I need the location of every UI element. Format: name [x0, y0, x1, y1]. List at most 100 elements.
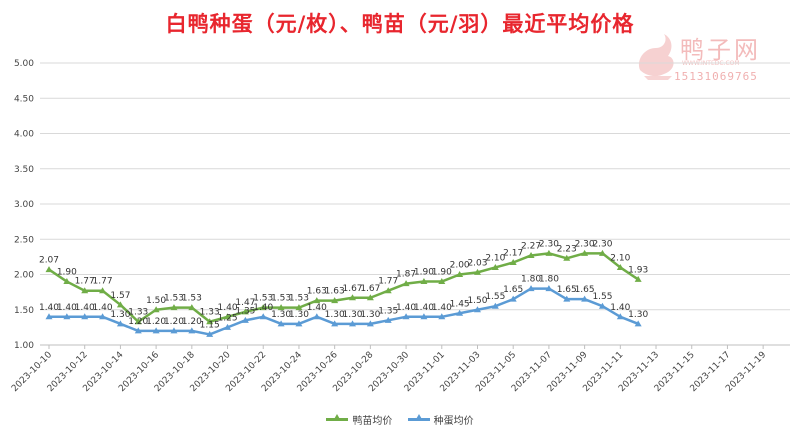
- series-0-marker: [402, 280, 410, 287]
- series-1-data-label: 1.80: [521, 275, 541, 285]
- series-0-marker: [99, 287, 107, 294]
- series-0-marker: [420, 278, 428, 285]
- series-0-data-label: 1.63: [307, 287, 327, 297]
- series-1-data-label: 1.30: [360, 310, 380, 320]
- series-1-data-label: 1.50: [467, 296, 487, 306]
- series-1-data-label: 1.40: [253, 303, 273, 313]
- y-tick-label: 2.50: [14, 235, 34, 245]
- series-1-marker: [563, 295, 571, 302]
- y-tick-label: 2.00: [14, 271, 34, 281]
- series-0-marker: [349, 294, 357, 301]
- y-axis-ticks: 1.00 1.50 2.00 2.50 3.00 3.50 4.00 4.50 5.00: [14, 59, 34, 351]
- series-0-data-label: 1.47: [235, 298, 255, 308]
- series-0-marker: [277, 304, 285, 311]
- series-1-data-label: 1.40: [57, 303, 77, 313]
- series-0-marker: [563, 254, 571, 261]
- y-tick-label: 4.00: [14, 130, 34, 140]
- series-1-marker: [295, 320, 303, 327]
- series-0-marker: [616, 263, 624, 270]
- series-1-data-label: 1.40: [432, 303, 452, 313]
- series-1-marker: [188, 327, 196, 334]
- series-1-marker: [45, 313, 53, 320]
- series-1-data-label: 1.35: [378, 306, 398, 316]
- series-1-marker: [598, 302, 606, 309]
- series-0-data-label: 2.17: [503, 249, 523, 259]
- series-0-data-label: 1.77: [378, 277, 398, 287]
- series-0-data-label: 1.53: [182, 294, 202, 304]
- watermark-name: 鸭子网: [680, 36, 761, 64]
- series-1-data-label: 1.65: [557, 285, 577, 295]
- series-0-marker: [241, 308, 249, 315]
- series-1-marker: [420, 313, 428, 320]
- series-1-data-label: 1.25: [218, 313, 238, 323]
- series-0-marker: [206, 318, 214, 325]
- series-1-marker: [581, 295, 589, 302]
- series-1-marker: [616, 313, 624, 320]
- series-0-marker: [331, 297, 339, 304]
- y-tick-label: 4.50: [14, 94, 34, 104]
- series-0-data-label: 1.33: [200, 308, 220, 318]
- series-1-data-label: 1.30: [271, 310, 291, 320]
- series-0-marker: [134, 318, 142, 325]
- series-1-marker: [313, 313, 321, 320]
- series-1-marker: [277, 320, 285, 327]
- series-0-data-label: 1.93: [628, 265, 648, 275]
- series-0-data-label: 2.30: [539, 239, 559, 249]
- series-0-marker: [295, 304, 303, 311]
- series-1-marker: [152, 327, 160, 334]
- legend-item-ducklings: 鸭苗均价: [326, 412, 392, 427]
- series-1-marker: [116, 320, 124, 327]
- series-1-data-label: 1.80: [539, 275, 559, 285]
- series-0-data-label: 1.57: [110, 291, 130, 301]
- series-0-marker: [384, 287, 392, 294]
- series-1-marker: [259, 313, 267, 320]
- series-1-data-label: 1.40: [414, 303, 434, 313]
- series-0-data-label: 2.03: [467, 258, 487, 268]
- series-1-data-label: 1.65: [575, 285, 595, 295]
- series-1-data-label: 1.15: [200, 320, 220, 330]
- series-0-data-label: 1.67: [342, 284, 362, 294]
- series-0-data-label: 1.90: [432, 268, 452, 278]
- series-1-marker: [545, 285, 553, 292]
- series-1-marker: [491, 302, 499, 309]
- series-0-data-label: 1.77: [93, 277, 113, 287]
- series-1-data-label: 1.30: [342, 310, 362, 320]
- x-axis-ticks: 2023-10-102023-10-122023-10-142023-10-16…: [10, 345, 768, 394]
- series-1-marker: [366, 320, 374, 327]
- series-1-data-label: 1.40: [307, 303, 327, 313]
- series-0-data-label: 2.10: [610, 253, 630, 263]
- series-0-marker: [313, 297, 321, 304]
- legend-item-eggs: 种蛋均价: [407, 412, 474, 427]
- series-0-data-label: 1.40: [218, 303, 238, 313]
- duck-logo-icon: [638, 34, 674, 80]
- series-line-0: [48, 252, 639, 323]
- series-0-data-label: 2.30: [592, 239, 612, 249]
- legend-swatch-ducklings: [326, 414, 349, 421]
- series-1-data-label: 1.65: [503, 285, 523, 295]
- series-1-marker: [81, 313, 89, 320]
- series-1-data-label: 1.35: [235, 306, 255, 316]
- series-0-data-label: 1.53: [253, 294, 273, 304]
- series-0-data-label: 1.87: [396, 270, 416, 280]
- series-0-marker: [81, 287, 89, 294]
- series-1-marker: [331, 320, 339, 327]
- series-0-data-label: 2.10: [485, 253, 505, 263]
- series-0-marker: [259, 304, 267, 311]
- series-1-marker: [456, 309, 464, 316]
- series-1-marker: [384, 316, 392, 323]
- series-1-marker: [527, 285, 535, 292]
- series-0-marker: [456, 271, 464, 277]
- series-0-marker: [491, 263, 499, 270]
- series-1-marker: [402, 313, 410, 320]
- series-0-marker: [45, 266, 53, 273]
- series-0-data-label: 1.90: [414, 268, 434, 278]
- legend-label-ducklings: 鸭苗均价: [352, 416, 393, 427]
- series-0-data-label: 1.33: [128, 308, 148, 318]
- series-layer: [45, 249, 642, 337]
- series-1-marker: [99, 313, 107, 320]
- series-0-marker: [224, 313, 232, 320]
- series-1-data-label: 1.30: [628, 310, 648, 320]
- y-tick-label: 1.00: [14, 341, 34, 351]
- series-1-marker: [509, 295, 517, 302]
